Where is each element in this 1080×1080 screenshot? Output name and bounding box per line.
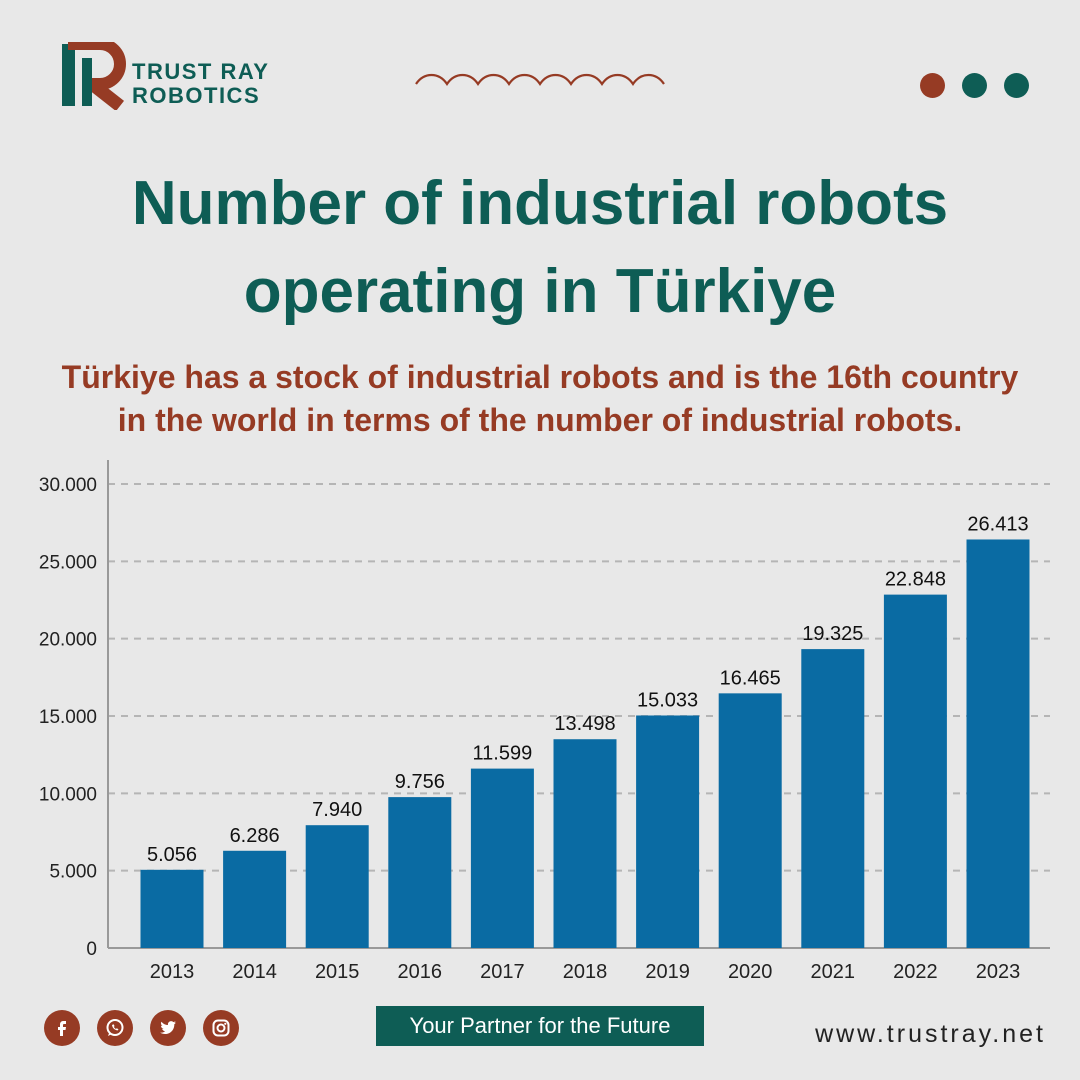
bar-value-label: 26.413 [967, 513, 1028, 535]
x-tick-label: 2021 [811, 961, 856, 983]
tagline-badge: Your Partner for the Future [376, 1006, 704, 1046]
page-title: Number of industrial robots operating in… [0, 160, 1080, 336]
dot-3 [1004, 73, 1029, 98]
bar-value-label: 15.033 [637, 689, 698, 711]
x-tick-label: 2018 [563, 961, 608, 983]
bar [223, 850, 287, 948]
bar [883, 594, 947, 948]
decorative-dots [920, 73, 1029, 98]
bar-value-label: 11.599 [473, 743, 533, 765]
bar [718, 693, 782, 948]
twitter-icon[interactable] [150, 1010, 186, 1046]
dot-2 [962, 73, 987, 98]
robots-bar-chart: 0 5.000 10.000 15.000 20.000 25.000 30.000 5.05… [39, 460, 1050, 983]
y-tick-label: 15.000 [39, 707, 97, 728]
x-tick-label: 2013 [150, 961, 195, 983]
x-tick-label: 2014 [232, 961, 277, 983]
x-tick-label: 2022 [893, 961, 938, 983]
facebook-icon[interactable] [44, 1010, 80, 1046]
x-tick-label: 2015 [315, 961, 360, 983]
bar [305, 825, 369, 948]
bar-value-label: 22.848 [885, 569, 946, 591]
title-line-2: operating in Türkiye [243, 257, 837, 326]
x-tick-label: 2019 [645, 961, 690, 983]
y-tick-label: 0 [86, 939, 97, 960]
bar [140, 869, 204, 948]
page-subtitle: Türkiye has a stock of industrial robots… [20, 356, 1060, 442]
r-monogram-logo [62, 42, 126, 110]
x-tick-label: 2020 [728, 961, 773, 983]
whatsapp-icon[interactable] [97, 1010, 133, 1046]
bar-value-label: 16.465 [720, 667, 781, 689]
x-tick-label: 2016 [398, 961, 443, 983]
x-tick-label: 2023 [976, 961, 1021, 983]
bar [470, 768, 534, 948]
dot-1 [920, 73, 945, 98]
brand-logo [62, 42, 126, 110]
y-tick-label: 30.000 [39, 475, 97, 496]
brand-name: TRUST RAY ROBOTICS [132, 60, 269, 108]
bar-value-label: 9.756 [395, 771, 445, 793]
subtitle-line-2: in the world in terms of the number of i… [117, 402, 963, 438]
decorative-wave [415, 73, 665, 86]
bar [636, 715, 700, 948]
title-line-1: Number of industrial robots [131, 169, 949, 238]
subtitle-line-1: Türkiye has a stock of industrial robots… [61, 359, 1019, 395]
bar-value-label: 5.056 [147, 844, 197, 866]
social-links [44, 1010, 239, 1046]
bar [553, 739, 617, 948]
bar [801, 649, 865, 948]
bar-value-label: 13.498 [554, 713, 615, 735]
y-tick-label: 20.000 [39, 630, 97, 651]
bar [966, 539, 1030, 948]
bar-value-label: 7.940 [312, 799, 362, 821]
bar-value-label: 6.286 [230, 825, 280, 847]
bar [388, 797, 452, 948]
website-url[interactable]: www.trustray.net [815, 1020, 1046, 1048]
y-tick-label: 5.000 [49, 862, 97, 883]
bar-value-label: 19.325 [802, 623, 863, 645]
y-tick-label: 25.000 [39, 552, 97, 573]
brand-line1: TRUST RAY [132, 59, 270, 84]
y-tick-label: 10.000 [39, 784, 97, 805]
instagram-icon[interactable] [203, 1010, 239, 1046]
x-tick-label: 2017 [480, 961, 525, 983]
brand-line2: ROBOTICS [132, 83, 261, 108]
